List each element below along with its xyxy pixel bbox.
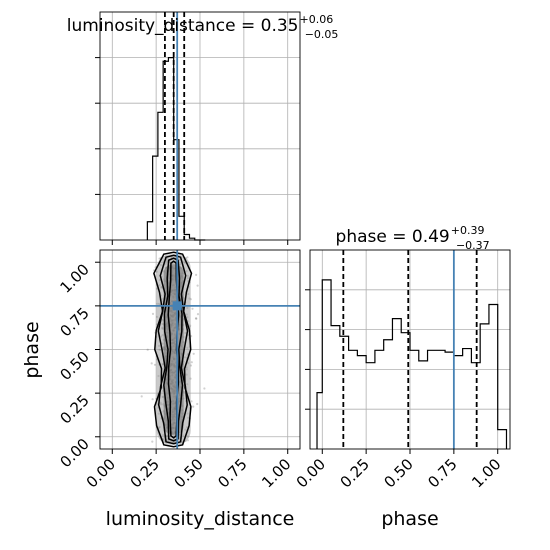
phase-title-minus: −0.37 (456, 239, 490, 252)
joint-xticks-label-0: 0.00 (83, 455, 119, 491)
scatter-point (196, 284, 199, 287)
scatter-point (146, 348, 149, 351)
x-axis-label-phase: phase (381, 508, 438, 530)
contour-level-1 (157, 254, 189, 445)
joint-grid (100, 250, 300, 449)
joint-ytick-label-0: 0.00 (56, 435, 92, 471)
scatter-point (192, 405, 195, 408)
scatter-point (140, 395, 143, 398)
scatter-point (194, 317, 198, 320)
scatter-point (151, 440, 154, 443)
luminosity-distance-histogram-steps (146, 57, 206, 241)
luminosity-distance-title: luminosity_distance = 0.35+0.06 (67, 13, 333, 36)
joint-ytick-label-1: 0.25 (56, 391, 92, 427)
scatter-point (153, 363, 157, 366)
top-grid (111, 12, 289, 240)
right-xticks-label-0: 0.00 (293, 455, 329, 491)
scatter-point (150, 362, 153, 365)
right-xticks-label-2: 0.50 (380, 455, 416, 491)
joint-xticks-label-2: 0.50 (170, 455, 206, 491)
joint-contours (153, 251, 193, 448)
joint-ytick-label-3: 0.75 (56, 304, 92, 340)
joint-xticks-label-4: 1.00 (258, 455, 294, 491)
contour-level-3 (167, 260, 180, 439)
top-xticks (111, 240, 289, 245)
phase-histogram-steps (316, 279, 508, 449)
scatter-point (196, 313, 200, 316)
scatter-point (191, 307, 194, 310)
scatter-point (195, 273, 198, 276)
joint-yticks: 0.00 0.25 0.50 0.75 1.00 (56, 260, 100, 471)
joint-xticks-label-1: 0.25 (127, 455, 163, 491)
y-axis-label-phase: phase (21, 321, 43, 378)
scatter-point (186, 256, 189, 259)
right-xticks-label-4: 1.00 (468, 455, 504, 491)
contour-level-2 (163, 257, 184, 442)
right-xticks-label-3: 0.75 (424, 455, 460, 491)
phase-title: phase = 0.49+0.39 (336, 224, 485, 247)
luminosity-distance-title-minus: −0.05 (305, 28, 339, 41)
scatter-point (186, 439, 190, 442)
right-xticks: 0.00 0.25 0.50 0.75 1.00 (293, 449, 505, 491)
scatter-point (196, 402, 199, 406)
joint-ytick-label-2: 0.50 (56, 348, 92, 384)
luminosity-distance-histogram (146, 12, 206, 241)
scatter-point (192, 352, 195, 355)
joint-xticks: 0.00 0.25 0.50 0.75 1.00 (83, 449, 295, 491)
scatter-point (190, 400, 193, 403)
x-axis-label-luminosity-distance: luminosity_distance (106, 508, 295, 530)
joint-ytick-label-4: 1.00 (56, 260, 92, 296)
joint-xticks-label-3: 0.75 (214, 455, 250, 491)
scatter-point (151, 312, 155, 315)
scatter-point (203, 387, 206, 390)
right-xticks-label-1: 0.25 (337, 455, 373, 491)
scatter-point (190, 361, 193, 364)
scatter-point (195, 317, 198, 320)
phase-histogram (316, 250, 508, 449)
scatter-point (151, 398, 154, 401)
truth-marker (172, 301, 182, 311)
